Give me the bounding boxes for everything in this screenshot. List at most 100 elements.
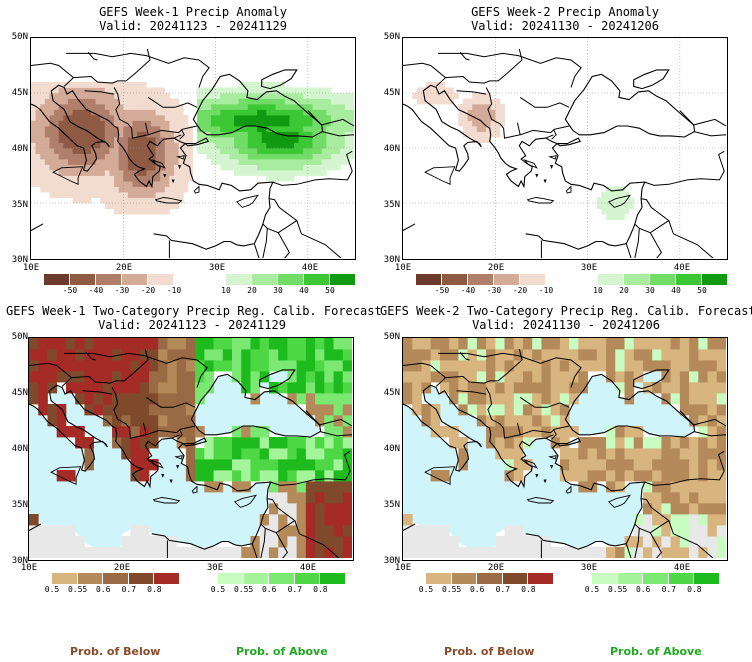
anomaly-cell [270, 104, 276, 110]
probability-cell [287, 437, 298, 449]
probability-cell [569, 459, 579, 471]
anomaly-cell [90, 137, 96, 143]
anomaly-cell [35, 181, 41, 187]
coastline [555, 437, 582, 447]
anomaly-cell [234, 87, 240, 94]
probability-cell [241, 426, 251, 438]
anomaly-cell [40, 170, 46, 176]
probability-cell [670, 525, 681, 537]
anomaly-cell [340, 98, 346, 105]
probability-cell [652, 492, 662, 504]
probability-cell [707, 426, 718, 438]
anomaly-cell [44, 186, 50, 193]
coastline [564, 373, 696, 438]
probability-cell [250, 426, 261, 438]
probability-cell [204, 338, 214, 350]
probability-cell [65, 525, 76, 537]
anomaly-cell [206, 120, 212, 127]
anomaly-cell [90, 87, 96, 94]
anomaly-cell [146, 181, 152, 187]
anomaly-cell [123, 164, 129, 171]
probability-cell [56, 525, 67, 537]
probability-cell [342, 426, 352, 438]
anomaly-cell [35, 87, 41, 94]
probability-cell [652, 525, 662, 537]
anomaly-cell [210, 148, 216, 154]
country-border [307, 110, 354, 127]
anomaly-cell [77, 87, 83, 94]
anomaly-cell [169, 164, 175, 171]
anomaly-cell [340, 126, 346, 132]
anomaly-cell [340, 159, 346, 165]
probability-cell [315, 481, 325, 493]
probability-cell [449, 547, 459, 558]
probability-cell [661, 393, 672, 405]
anomaly-cell [206, 137, 212, 143]
probability-cell [550, 404, 561, 416]
anomaly-cell [155, 175, 161, 182]
colorbar-tick-label: 20 [619, 286, 629, 295]
anomaly-cell [601, 192, 607, 198]
probability-cell [278, 514, 288, 526]
anomaly-cell [247, 137, 253, 143]
anomaly-cell [95, 104, 101, 110]
probability-cell [47, 415, 58, 427]
anomaly-cell [178, 186, 184, 193]
colorbar-tick-label: -50 [62, 286, 78, 295]
country-border [545, 134, 554, 139]
anomaly-cell [215, 93, 221, 99]
anomaly-cell [67, 104, 73, 110]
anomaly-cell [95, 192, 101, 198]
probability-cell [112, 349, 122, 361]
anomaly-cell [275, 148, 281, 154]
anomaly-cell [462, 131, 468, 138]
anomaly-cell [444, 98, 450, 105]
anomaly-cell [123, 98, 129, 105]
anomaly-cell [164, 192, 170, 198]
probability-cell [333, 547, 344, 558]
probability-cell [670, 371, 681, 383]
anomaly-cell [141, 208, 147, 215]
anomaly-cell [100, 126, 106, 132]
probability-cell [587, 349, 598, 361]
anomaly-cell [169, 148, 175, 154]
anomaly-cell [298, 159, 304, 165]
probability-cell [421, 404, 432, 416]
probability-cell [204, 360, 214, 372]
anomaly-cell [160, 203, 166, 209]
probability-cell [65, 547, 76, 558]
probability-cell [139, 338, 150, 350]
anomaly-cell [100, 175, 106, 182]
probability-cell [287, 448, 298, 460]
panel-title: GEFS Week-2 Two-Category Precip Reg. Cal… [380, 304, 752, 318]
anomaly-cell [146, 170, 152, 176]
anomaly-cell [321, 126, 327, 132]
probability-cell [698, 536, 708, 548]
anomaly-cell [261, 109, 267, 116]
anomaly-cell [123, 93, 129, 99]
island-outline [550, 465, 554, 469]
anomaly-cell [321, 170, 327, 176]
anomaly-cell [114, 159, 120, 165]
anomaly-cell [229, 115, 235, 121]
probability-cell [467, 371, 478, 383]
anomaly-cell [215, 126, 221, 132]
probability-cell [47, 338, 58, 350]
anomaly-cell [252, 153, 258, 160]
anomaly-cell [247, 148, 253, 154]
anomaly-cell [58, 186, 64, 193]
anomaly-cell [150, 104, 156, 110]
country-border [94, 52, 210, 88]
probability-cell [315, 525, 325, 537]
probability-cell [689, 536, 699, 548]
anomaly-cell [201, 104, 207, 110]
probability-cell [689, 382, 699, 394]
probability-cell [661, 547, 672, 558]
probability-cell [324, 426, 334, 438]
anomaly-cell [243, 170, 249, 176]
probability-cell [38, 536, 48, 548]
anomaly-cell [220, 87, 226, 94]
probability-cell [476, 547, 487, 558]
anomaly-cell [312, 131, 318, 138]
anomaly-cell [294, 115, 300, 121]
